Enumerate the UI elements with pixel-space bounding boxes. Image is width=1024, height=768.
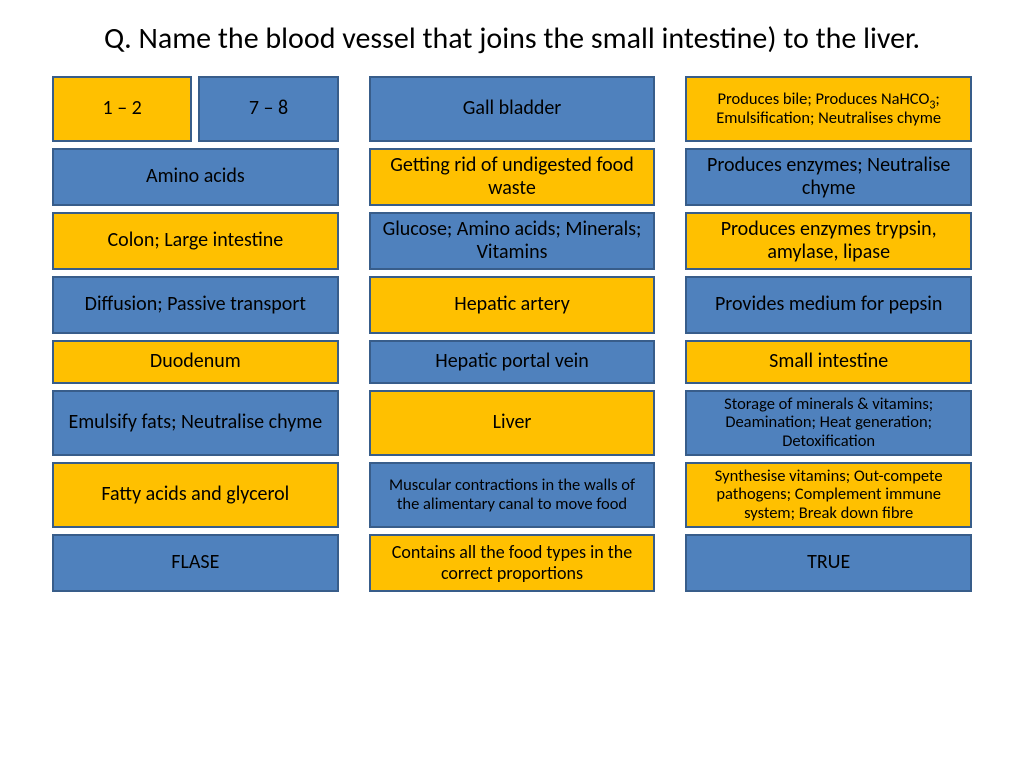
cell-muscular-contractions[interactable]: Muscular contractions in the walls of th… [369,462,656,528]
cell-hepatic-artery[interactable]: Hepatic artery [369,276,656,334]
cell-storage-minerals[interactable]: Storage of minerals & vitamins; Deaminat… [685,390,972,456]
row-1-split: 1 – 2 7 – 8 [52,76,339,142]
cell-1-2[interactable]: 1 – 2 [52,76,192,142]
cell-false[interactable]: FLASE [52,534,339,592]
cell-small-intestine[interactable]: Small intestine [685,340,972,384]
column-1: 1 – 2 7 – 8 Amino acids Colon; Large int… [52,76,339,592]
cell-synthesise-vitamins[interactable]: Synthesise vitamins; Out-compete pathoge… [685,462,972,528]
cell-undigested-waste[interactable]: Getting rid of undigested food waste [369,148,656,206]
question-title: Q. Name the blood vessel that joins the … [0,0,1024,76]
cell-glucose-amino[interactable]: Glucose; Amino acids; Minerals; Vitamins [369,212,656,270]
column-3: Produces bile; Produces NaHCO3; Emulsifi… [685,76,972,592]
cell-provides-medium-pepsin[interactable]: Provides medium for pepsin [685,276,972,334]
cell-produces-bile-text: Produces bile; Produces NaHCO3; Emulsifi… [693,90,964,127]
cell-produces-enzymes-neutralise[interactable]: Produces enzymes; Neutralise chyme [685,148,972,206]
cell-true[interactable]: TRUE [685,534,972,592]
cell-produces-enzymes-trypsin[interactable]: Produces enzymes trypsin, amylase, lipas… [685,212,972,270]
cell-liver[interactable]: Liver [369,390,656,456]
cell-hepatic-portal-vein[interactable]: Hepatic portal vein [369,340,656,384]
cell-produces-bile[interactable]: Produces bile; Produces NaHCO3; Emulsifi… [685,76,972,142]
cell-7-8[interactable]: 7 – 8 [198,76,338,142]
cell-gall-bladder[interactable]: Gall bladder [369,76,656,142]
cell-diffusion[interactable]: Diffusion; Passive transport [52,276,339,334]
cell-emulsify-fats[interactable]: Emulsify fats; Neutralise chyme [52,390,339,456]
cell-food-types[interactable]: Contains all the food types in the corre… [369,534,656,592]
column-2: Gall bladder Getting rid of undigested f… [369,76,656,592]
cell-fatty-acids[interactable]: Fatty acids and glycerol [52,462,339,528]
cell-colon-large-intestine[interactable]: Colon; Large intestine [52,212,339,270]
cell-duodenum[interactable]: Duodenum [52,340,339,384]
cell-amino-acids[interactable]: Amino acids [52,148,339,206]
answer-grid: 1 – 2 7 – 8 Amino acids Colon; Large int… [0,76,1024,592]
